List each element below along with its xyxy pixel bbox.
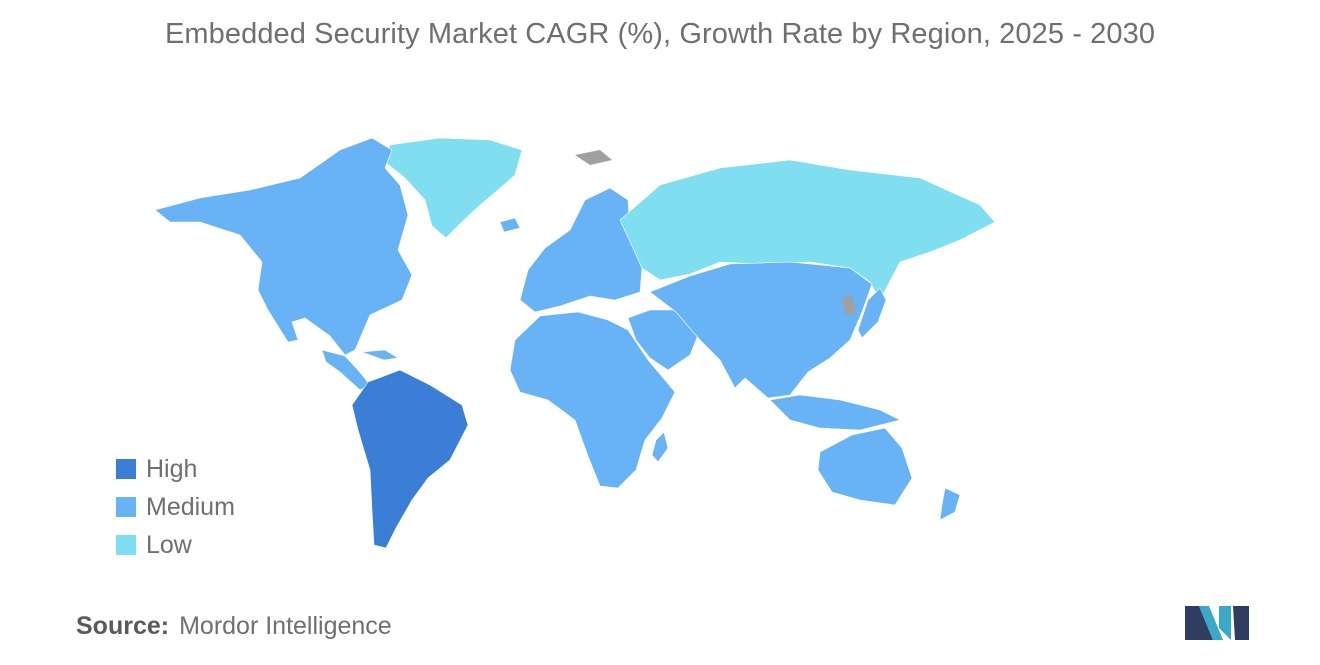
region-japan[interactable] xyxy=(857,287,887,339)
region-svalbard xyxy=(575,150,612,165)
legend-label-high: High xyxy=(146,454,198,483)
source-value: Mordor Intelligence xyxy=(179,612,392,640)
region-caribbean xyxy=(361,349,399,361)
region-africa[interactable] xyxy=(509,311,676,489)
legend-swatch-medium xyxy=(116,497,136,517)
legend: High Medium Low xyxy=(116,450,235,564)
region-asia[interactable] xyxy=(649,261,873,399)
region-new-zealand[interactable] xyxy=(939,487,961,521)
legend-swatch-high xyxy=(116,459,136,479)
chart-title: Embedded Security Market CAGR (%), Growt… xyxy=(164,18,1156,50)
source-note: Source: Mordor Intelligence xyxy=(76,612,392,641)
region-north-america[interactable] xyxy=(154,137,413,356)
legend-swatch-low xyxy=(116,535,136,555)
legend-item-high: High xyxy=(116,450,235,488)
region-russia[interactable] xyxy=(619,159,996,301)
region-central-america[interactable] xyxy=(321,349,371,391)
legend-item-low: Low xyxy=(116,526,235,564)
legend-label-medium: Medium xyxy=(146,492,235,521)
legend-item-medium: Medium xyxy=(116,488,235,526)
region-south-america[interactable] xyxy=(351,369,469,549)
region-madagascar xyxy=(651,431,669,463)
region-iceland xyxy=(499,217,521,233)
region-southeast-asia[interactable] xyxy=(769,394,901,431)
mordor-logo-icon xyxy=(1185,606,1249,640)
region-korea xyxy=(842,296,856,316)
source-label: Source: xyxy=(76,612,170,640)
region-greenland[interactable] xyxy=(384,137,523,239)
region-australia[interactable] xyxy=(817,427,913,506)
region-middle-east[interactable] xyxy=(627,309,701,371)
legend-label-low: Low xyxy=(146,530,192,559)
region-europe[interactable] xyxy=(519,187,643,313)
